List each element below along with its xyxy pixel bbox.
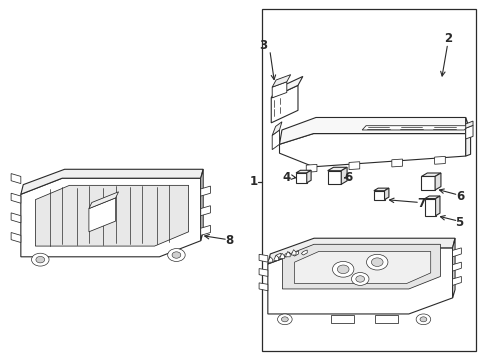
Polygon shape — [275, 253, 281, 258]
Polygon shape — [201, 186, 210, 196]
Polygon shape — [259, 269, 267, 276]
Polygon shape — [89, 192, 118, 208]
Polygon shape — [306, 170, 310, 183]
Polygon shape — [259, 283, 267, 291]
Polygon shape — [272, 82, 286, 98]
Polygon shape — [434, 173, 440, 190]
Polygon shape — [267, 248, 452, 314]
Text: 2: 2 — [443, 32, 451, 45]
Polygon shape — [391, 159, 402, 167]
Polygon shape — [348, 162, 359, 170]
Polygon shape — [424, 196, 439, 199]
Polygon shape — [271, 76, 302, 98]
Circle shape — [277, 314, 291, 325]
Circle shape — [36, 256, 44, 263]
Circle shape — [355, 276, 364, 282]
Polygon shape — [421, 176, 434, 190]
Polygon shape — [282, 244, 440, 289]
Polygon shape — [279, 134, 465, 167]
Polygon shape — [201, 225, 210, 235]
Polygon shape — [374, 315, 397, 323]
Polygon shape — [330, 315, 354, 323]
Circle shape — [415, 314, 430, 325]
Polygon shape — [465, 117, 469, 156]
Polygon shape — [294, 251, 430, 284]
Polygon shape — [11, 174, 21, 184]
Polygon shape — [452, 248, 460, 257]
Polygon shape — [327, 171, 341, 184]
Polygon shape — [295, 170, 310, 173]
Polygon shape — [271, 85, 297, 123]
Text: 1: 1 — [249, 175, 257, 188]
Polygon shape — [89, 198, 116, 232]
Circle shape — [419, 317, 426, 322]
Polygon shape — [295, 173, 306, 183]
Polygon shape — [279, 117, 465, 144]
Circle shape — [337, 265, 348, 274]
Polygon shape — [201, 206, 210, 216]
Polygon shape — [35, 185, 188, 246]
Polygon shape — [273, 255, 278, 260]
Polygon shape — [11, 213, 21, 223]
Polygon shape — [11, 193, 21, 203]
Polygon shape — [201, 169, 203, 241]
Polygon shape — [362, 126, 467, 130]
Polygon shape — [373, 188, 388, 191]
Text: 6: 6 — [344, 171, 352, 184]
Polygon shape — [272, 75, 290, 87]
Polygon shape — [465, 121, 472, 128]
Polygon shape — [290, 249, 295, 255]
Polygon shape — [452, 262, 460, 271]
Text: 4: 4 — [283, 171, 290, 184]
Polygon shape — [301, 250, 306, 255]
Circle shape — [167, 249, 185, 261]
Bar — [262, 9, 475, 351]
Polygon shape — [327, 167, 346, 171]
Polygon shape — [272, 122, 282, 135]
Polygon shape — [259, 254, 267, 262]
Polygon shape — [21, 178, 201, 257]
Polygon shape — [272, 130, 279, 150]
Polygon shape — [267, 238, 454, 264]
Polygon shape — [435, 196, 439, 216]
Polygon shape — [11, 233, 21, 243]
Polygon shape — [285, 251, 289, 257]
Circle shape — [172, 252, 181, 258]
Circle shape — [31, 253, 49, 266]
Polygon shape — [284, 252, 289, 257]
Polygon shape — [465, 125, 472, 139]
Text: 7: 7 — [417, 197, 425, 210]
Polygon shape — [424, 199, 435, 216]
Polygon shape — [267, 257, 272, 262]
Polygon shape — [384, 188, 388, 200]
Circle shape — [371, 258, 382, 266]
Circle shape — [281, 317, 287, 322]
Circle shape — [351, 273, 368, 285]
Polygon shape — [452, 238, 454, 298]
Polygon shape — [341, 167, 346, 184]
Polygon shape — [452, 276, 460, 285]
Polygon shape — [373, 191, 384, 200]
Polygon shape — [434, 156, 445, 164]
Polygon shape — [21, 169, 203, 194]
Text: 5: 5 — [454, 216, 462, 229]
Polygon shape — [305, 165, 316, 172]
Circle shape — [366, 254, 387, 270]
Text: 8: 8 — [224, 234, 233, 247]
Text: 6: 6 — [455, 190, 463, 203]
Circle shape — [332, 261, 353, 277]
Text: 3: 3 — [259, 39, 267, 52]
Polygon shape — [421, 173, 440, 176]
Polygon shape — [279, 253, 284, 258]
Polygon shape — [292, 251, 298, 256]
